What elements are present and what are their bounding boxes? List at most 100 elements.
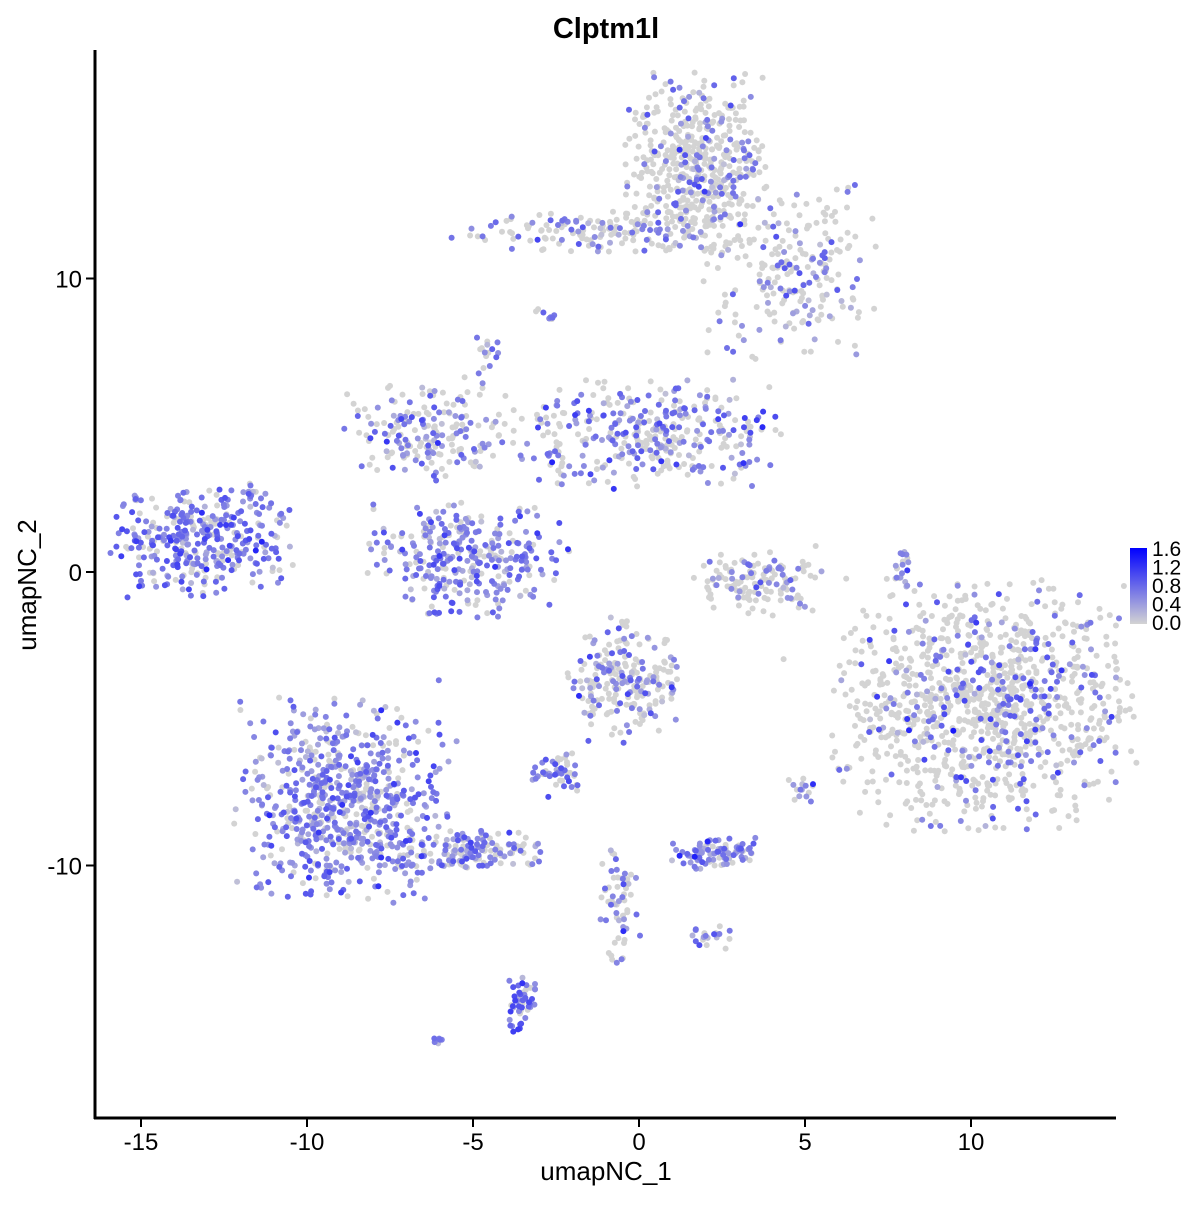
cell-point	[402, 436, 409, 443]
cell-point	[635, 419, 642, 426]
cell-point	[680, 227, 686, 234]
cell-point	[899, 570, 905, 577]
cell-point	[299, 829, 305, 836]
cell-point	[726, 835, 733, 842]
cell-point	[716, 931, 723, 937]
cell-point	[717, 184, 724, 191]
cell-point	[400, 452, 406, 458]
cell-point	[670, 144, 677, 151]
cell-point	[854, 276, 860, 282]
cell-point	[599, 219, 606, 226]
cell-point	[556, 441, 563, 447]
cell-point	[309, 775, 316, 782]
cell-point	[203, 560, 209, 567]
cell-point	[115, 530, 122, 537]
cell-point	[853, 742, 860, 749]
cell-point	[324, 850, 331, 857]
cell-point	[434, 566, 441, 573]
cell-point	[1039, 657, 1045, 664]
cell-point	[851, 342, 858, 349]
cell-point	[731, 470, 738, 477]
cell-point	[801, 348, 808, 355]
cell-point	[306, 781, 313, 788]
cell-point	[284, 766, 291, 772]
cell-point	[392, 866, 399, 872]
cell-point	[1038, 577, 1045, 584]
cell-point	[568, 248, 574, 255]
cell-point	[422, 532, 429, 539]
cell-point	[280, 809, 287, 816]
cell-point	[1018, 613, 1025, 619]
cell-point	[1086, 781, 1093, 788]
cell-point	[863, 708, 870, 715]
cell-point	[450, 502, 457, 509]
cell-point	[427, 850, 434, 857]
cell-point	[982, 607, 989, 614]
cell-point	[633, 155, 640, 162]
cell-point	[641, 712, 648, 719]
cell-point	[187, 554, 193, 561]
cell-point	[729, 291, 736, 298]
cell-point	[790, 310, 796, 317]
cell-point	[1075, 599, 1081, 606]
cell-point	[518, 1004, 525, 1011]
cell-point	[370, 506, 377, 513]
cell-point	[384, 747, 391, 754]
cell-point	[475, 852, 482, 859]
cell-point	[341, 425, 348, 432]
cell-point	[436, 540, 443, 547]
cell-point	[643, 441, 650, 447]
cell-point	[714, 265, 721, 271]
cell-point	[1073, 817, 1080, 824]
cell-point	[398, 714, 405, 721]
cell-point	[268, 890, 275, 897]
cell-point	[941, 711, 948, 718]
cell-point	[883, 629, 890, 636]
cell-point	[665, 463, 672, 470]
cell-point	[994, 677, 1001, 684]
cell-point	[576, 692, 582, 699]
cell-point	[290, 703, 297, 710]
cell-point	[436, 409, 443, 416]
cell-point	[1094, 778, 1101, 785]
cell-point	[510, 984, 517, 991]
cell-point	[482, 832, 489, 839]
cell-point	[561, 783, 567, 790]
cell-point	[713, 567, 720, 574]
cell-point	[641, 419, 648, 426]
cell-point	[113, 513, 120, 520]
cell-point	[685, 452, 692, 459]
cell-point	[495, 613, 501, 620]
cell-point	[821, 218, 828, 225]
cell-point	[1069, 678, 1075, 685]
cell-point	[622, 660, 628, 667]
cell-point	[702, 405, 709, 412]
cell-point	[844, 188, 851, 195]
cell-point	[901, 730, 908, 737]
cell-point	[138, 577, 144, 584]
cell-point	[343, 712, 350, 719]
cell-point	[1116, 717, 1122, 724]
cell-point	[1032, 646, 1039, 653]
cell-point	[802, 251, 809, 258]
cell-point	[876, 681, 883, 688]
cell-point	[689, 123, 695, 130]
cell-point	[741, 424, 747, 431]
cell-point	[412, 718, 419, 725]
cell-point	[803, 793, 810, 800]
cell-point	[595, 379, 601, 386]
cell-point	[476, 391, 483, 398]
cell-point	[1087, 679, 1094, 686]
cell-point	[692, 847, 699, 854]
cell-point	[312, 711, 319, 718]
cell-point	[529, 219, 536, 226]
cell-point	[891, 627, 898, 634]
cell-point	[457, 428, 464, 435]
cell-point	[806, 222, 812, 229]
cell-point	[205, 515, 212, 521]
cell-point	[852, 704, 859, 711]
cell-point	[238, 508, 245, 515]
cell-point	[683, 207, 689, 214]
cell-point	[721, 412, 727, 419]
cell-point	[510, 407, 517, 414]
